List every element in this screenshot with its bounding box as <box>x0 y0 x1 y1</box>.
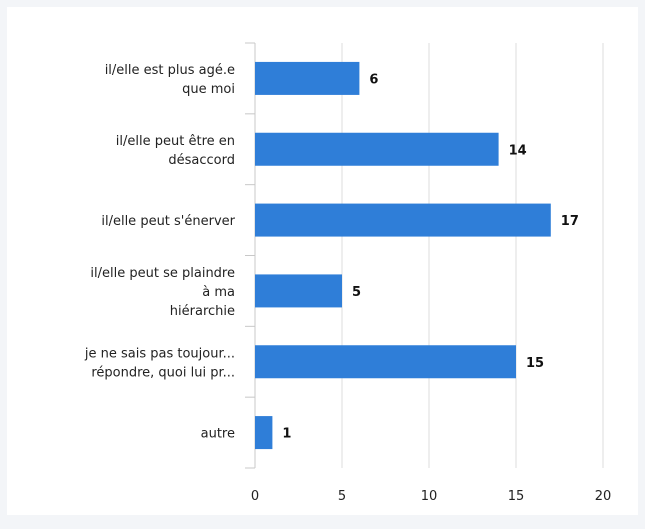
value-label: 1 <box>282 427 291 442</box>
category-label: je ne sais pas toujour... répondre, quoi … <box>84 346 235 380</box>
x-tick-label: 20 <box>595 489 612 504</box>
x-tick-label: 5 <box>338 489 346 504</box>
category-label: il/elle peut s'énerver <box>101 214 235 229</box>
x-tick-label: 0 <box>251 489 259 504</box>
x-tick-label: 10 <box>421 489 438 504</box>
bar-4[interactable] <box>255 274 342 308</box>
category-label: autre <box>201 427 235 442</box>
value-label: 14 <box>509 143 527 158</box>
bar-6[interactable] <box>255 416 273 450</box>
bar-2[interactable] <box>255 132 499 166</box>
value-label: 15 <box>526 356 544 371</box>
category-label: il/elle peut se plaindre à ma hiérarchie <box>90 266 235 319</box>
bar-5[interactable] <box>255 345 516 379</box>
category-label: il/elle peut être en désaccord <box>116 134 235 168</box>
x-tick-label: 15 <box>508 489 525 504</box>
value-label: 5 <box>352 285 361 300</box>
value-label: 17 <box>561 214 579 229</box>
chart-card: 0 5 10 15 20 6 il/elle est plus agé.e que moi 14… <box>7 7 638 515</box>
bar-3[interactable] <box>255 203 551 237</box>
category-label: il/elle est plus agé.e que moi <box>105 63 235 97</box>
value-label: 6 <box>369 72 378 87</box>
bar-1[interactable] <box>255 61 360 95</box>
